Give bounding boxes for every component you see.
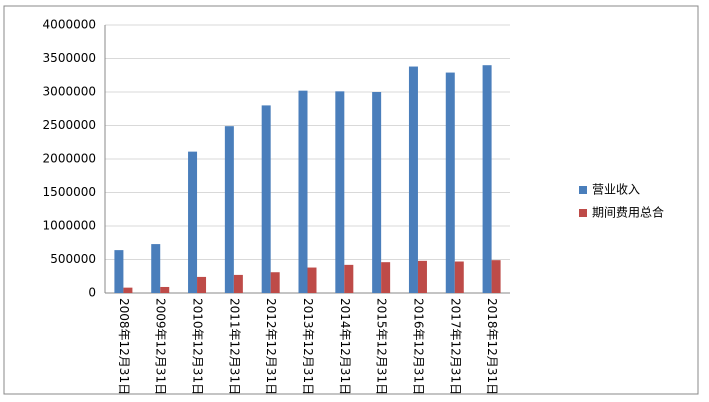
- legend-marker: [579, 186, 587, 194]
- x-tick-label: 2010年12月31日: [191, 298, 205, 395]
- bar: [261, 105, 271, 294]
- x-tick-label: 2013年12月31日: [301, 298, 315, 395]
- bar: [123, 287, 133, 293]
- y-tick-label: 500000: [50, 252, 96, 266]
- x-tick-label: 2016年12月31日: [411, 298, 425, 395]
- bar: [417, 260, 427, 293]
- y-tick-label: 2500000: [43, 118, 96, 132]
- legend-marker: [579, 209, 587, 217]
- bar: [491, 260, 501, 293]
- bar: [482, 65, 492, 293]
- x-tick-label: 2014年12月31日: [338, 298, 352, 395]
- bar: [307, 267, 317, 293]
- bar: [114, 250, 124, 293]
- y-tick-label: 3000000: [43, 85, 96, 99]
- y-tick-label: 4000000: [43, 18, 96, 32]
- bar: [372, 92, 382, 293]
- bar: [298, 90, 308, 293]
- bar: [160, 286, 170, 293]
- bar: [224, 126, 234, 293]
- y-tick-label: 2000000: [43, 152, 96, 166]
- bar: [445, 72, 455, 293]
- bar: [381, 262, 391, 293]
- bar: [233, 274, 243, 293]
- bar: [270, 272, 280, 293]
- y-tick-label: 1500000: [43, 185, 96, 199]
- y-tick-label: 1000000: [43, 219, 96, 233]
- x-tick-label: 2018年12月31日: [485, 298, 499, 395]
- bar: [335, 91, 345, 293]
- x-tick-label: 2009年12月31日: [154, 298, 168, 395]
- x-tick-label: 2012年12月31日: [264, 298, 278, 395]
- bar: [408, 66, 418, 293]
- x-tick-label: 2017年12月31日: [448, 298, 462, 395]
- bar: [197, 276, 207, 293]
- x-tick-label: 2015年12月31日: [375, 298, 389, 395]
- legend-label: 营业收入: [592, 183, 640, 197]
- bar: [454, 261, 464, 293]
- bar: [188, 151, 198, 293]
- legend-label: 期间费用总合: [592, 205, 664, 220]
- x-tick-label: 2011年12月31日: [227, 298, 241, 395]
- bar: [344, 264, 354, 293]
- y-tick-label: 3500000: [43, 51, 96, 65]
- x-tick-label: 2008年12月31日: [117, 298, 131, 395]
- y-tick-label: 0: [88, 286, 96, 300]
- chart-frame: [3, 5, 699, 395]
- bar: [151, 244, 161, 293]
